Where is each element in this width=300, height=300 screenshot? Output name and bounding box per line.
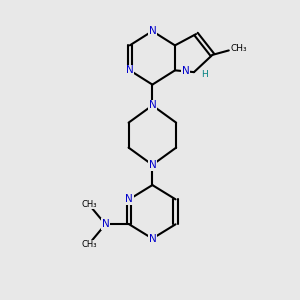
Text: N: N <box>182 66 190 76</box>
Text: CH₃: CH₃ <box>230 44 247 53</box>
Text: N: N <box>126 65 134 75</box>
Text: N: N <box>148 100 156 110</box>
Text: CH₃: CH₃ <box>81 200 97 208</box>
Text: N: N <box>125 194 133 204</box>
Text: N: N <box>148 160 156 170</box>
Text: CH₃: CH₃ <box>81 240 97 249</box>
Text: N: N <box>101 219 109 229</box>
Text: H: H <box>201 70 208 79</box>
Text: N: N <box>148 26 156 36</box>
Text: N: N <box>148 234 156 244</box>
